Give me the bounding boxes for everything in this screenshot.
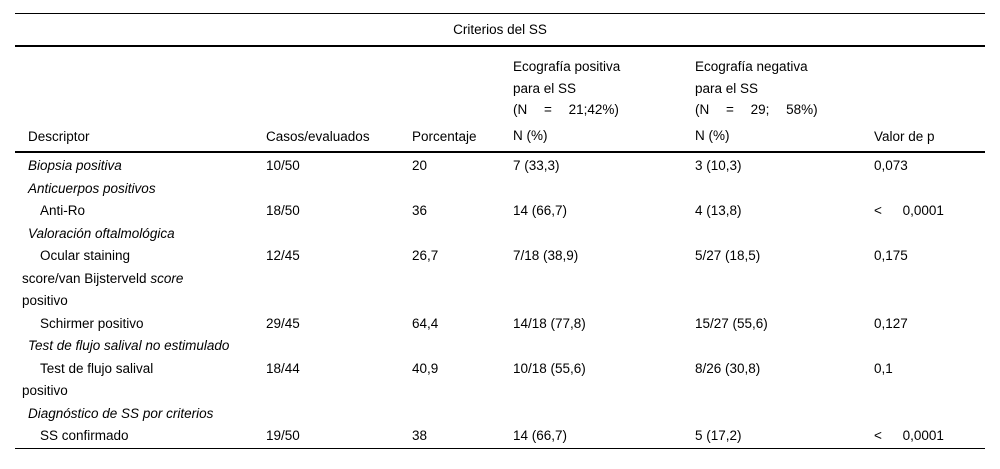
eco-neg-cell: 5 (17,2) — [695, 425, 874, 449]
casos-cell: 29/45 — [266, 315, 300, 331]
casos-cell — [266, 223, 412, 246]
criteria-table: Descriptor Casos/evaluados Porcentaje Ec… — [15, 47, 985, 449]
column-header-ecografia-negativa: Ecografía negativa para el SS (N = 29; 58%… — [695, 47, 874, 153]
section-row: Valoración oftalmológica — [15, 223, 985, 246]
porcentaje-cell: 40,9 — [412, 360, 439, 376]
table-row: Ocular staining score/van Bijsterveld sco… — [15, 245, 985, 313]
p-value-cell: 0,127 — [874, 315, 908, 331]
descriptor-cell: Schirmer positivo — [40, 315, 144, 331]
eco-neg-cell — [695, 223, 874, 246]
casos-cell: 18/50 — [266, 203, 300, 218]
porcentaje-cell — [412, 178, 513, 201]
p-value-cell — [874, 403, 985, 426]
eco-pos-cell: 10/18 (55,6) — [513, 360, 586, 376]
casos-cell — [266, 178, 412, 201]
porcentaje-cell: 20 — [412, 158, 428, 173]
descriptor-cell: SS confirmado — [15, 425, 266, 449]
column-header-valor-de-p: Valor de p — [874, 47, 985, 153]
column-header-casos-evaluados: Casos/evaluados — [266, 47, 412, 153]
sub-header-n-pct-negativa: N (%) — [695, 128, 730, 143]
group-label-ecografia-negativa: Ecografía negativa para el SS (N = 29; 58%… — [695, 59, 818, 117]
p-value-cell: 0,1 — [874, 360, 893, 376]
eco-pos-cell: 7 (33,3) — [513, 158, 560, 173]
table-body: Biopsia positiva 10/50 20 7 (33,3) 3 (10,3) 0… — [15, 152, 985, 449]
eco-pos-cell: 7/18 (38,9) — [513, 248, 579, 263]
porcentaje-cell: 26,7 — [412, 248, 439, 263]
casos-cell — [266, 403, 412, 426]
descriptor-cell: Test de flujo salival positivo — [22, 360, 154, 399]
porcentaje-cell — [412, 223, 513, 246]
p-value-cell — [874, 335, 985, 358]
section-row: Anticuerpos positivos — [15, 178, 985, 201]
eco-pos-cell — [513, 335, 695, 358]
eco-pos-cell: 14/18 (77,8) — [513, 315, 586, 331]
porcentaje-cell: 36 — [412, 203, 428, 218]
eco-neg-cell — [695, 178, 874, 201]
porcentaje-cell — [412, 403, 513, 426]
p-value-cell: < 0,0001 — [874, 203, 944, 218]
eco-pos-cell — [513, 178, 695, 201]
eco-pos-cell — [513, 403, 695, 426]
eco-neg-cell: 4 (13,8) — [695, 203, 742, 218]
criteria-table-sheet: Criterios del SS Descriptor Casos/evalua… — [15, 13, 985, 449]
p-value-cell — [874, 178, 985, 201]
eco-neg-cell: 5/27 (18,5) — [695, 248, 761, 263]
casos-cell: 19/50 — [266, 425, 412, 449]
eco-pos-cell: 14 (66,7) — [513, 425, 695, 449]
eco-neg-cell: 8/26 (30,8) — [695, 360, 761, 376]
table-row: Anti-Ro 18/50 36 14 (66,7) 4 (13,8) < 0,0001 — [15, 200, 985, 223]
porcentaje-cell — [412, 335, 513, 358]
table-row: Schirmer positivo 29/45 64,4 14/18 (77,8) 15… — [15, 313, 985, 336]
eco-pos-cell: 14 (66,7) — [513, 203, 568, 218]
eco-neg-cell: 15/27 (55,6) — [695, 315, 768, 331]
table-title-band: Criterios del SS — [15, 13, 985, 47]
column-header-ecografia-positiva: Ecografía positiva para el SS (N = 21;42%)… — [513, 47, 695, 153]
descriptor-cell: Valoración oftalmológica — [28, 225, 175, 241]
casos-cell: 10/50 — [266, 158, 300, 173]
section-row: Test de flujo salival no estimulado — [15, 335, 985, 358]
p-value-cell — [874, 223, 985, 246]
table-row: SS confirmado 19/50 38 14 (66,7) 5 (17,2) < 0… — [15, 425, 985, 449]
table-title: Criterios del SS — [453, 22, 547, 37]
table-row: Biopsia positiva 10/50 20 7 (33,3) 3 (10,3) 0… — [15, 152, 985, 178]
header-row: Descriptor Casos/evaluados Porcentaje Ec… — [15, 47, 985, 153]
descriptor-cell: Biopsia positiva — [28, 158, 122, 173]
descriptor-cell: Test de flujo salival no estimulado — [28, 338, 230, 353]
descriptor-cell: Anticuerpos positivos — [28, 180, 156, 196]
column-header-descriptor: Descriptor — [15, 47, 266, 153]
p-value-cell: < 0,0001 — [874, 425, 985, 449]
eco-pos-cell — [513, 223, 695, 246]
p-value-cell: 0,073 — [874, 158, 908, 173]
casos-cell: 18/44 — [266, 360, 300, 376]
section-row: Diagnóstico de SS por criterios — [15, 403, 985, 426]
table-header: Descriptor Casos/evaluados Porcentaje Ec… — [15, 47, 985, 153]
eco-neg-cell — [695, 335, 874, 358]
porcentaje-cell: 38 — [412, 425, 513, 449]
group-label-ecografia-positiva: Ecografía positiva para el SS (N = 21;42%) — [513, 59, 621, 117]
column-header-porcentaje: Porcentaje — [412, 47, 513, 153]
porcentaje-cell: 64,4 — [412, 315, 439, 331]
p-value-cell: 0,175 — [874, 248, 908, 263]
table-row: Test de flujo salival positivo 18/44 40,9 10… — [15, 358, 985, 403]
descriptor-cell: Diagnóstico de SS por criterios — [28, 405, 214, 421]
eco-neg-cell — [695, 403, 874, 426]
descriptor-cell: Anti-Ro — [40, 203, 86, 218]
casos-cell — [266, 335, 412, 358]
casos-cell: 12/45 — [266, 248, 300, 263]
eco-neg-cell: 3 (10,3) — [695, 158, 742, 173]
sub-header-n-pct-positiva: N (%) — [513, 128, 548, 143]
descriptor-cell: Ocular staining score/van Bijsterveld sco… — [22, 248, 184, 308]
